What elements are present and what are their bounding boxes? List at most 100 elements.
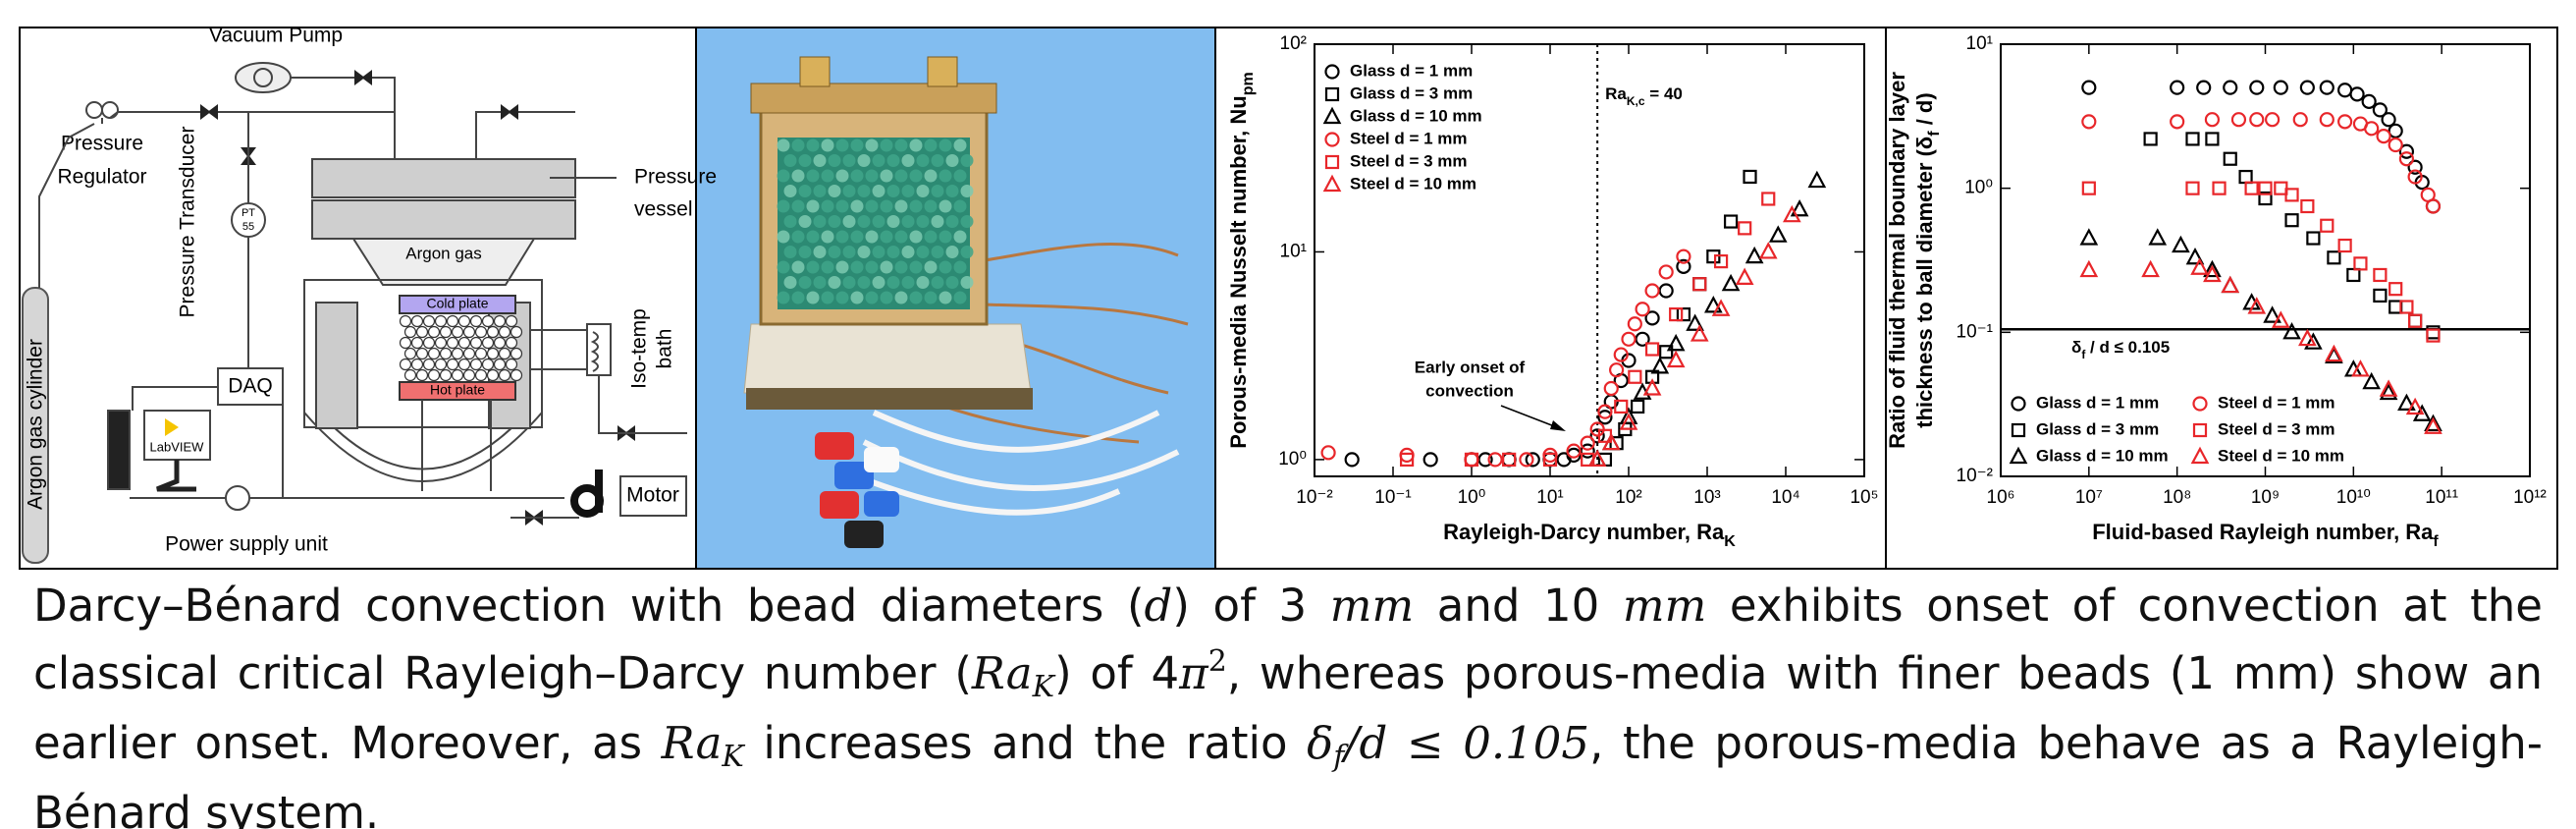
series: [2143, 132, 2441, 340]
bead: [457, 358, 471, 371]
thermocouple-plugs: [834, 462, 874, 489]
bead: [399, 314, 412, 328]
bead: [953, 169, 967, 183]
bead: [945, 185, 959, 197]
bead: [953, 260, 967, 274]
valve: [501, 104, 518, 120]
bead: [813, 276, 827, 289]
data-point: [2081, 114, 2097, 130]
data-point: [2373, 288, 2388, 303]
caption-text: exhibits onset of convection at the clas…: [33, 580, 2543, 699]
bead: [821, 169, 834, 183]
legend-label: Steel d = 3 mm: [1350, 151, 1468, 170]
bead: [865, 260, 879, 274]
bead: [872, 276, 886, 289]
bead: [872, 246, 886, 258]
pressure-regulator: [101, 101, 119, 119]
data-point: [2353, 256, 2368, 271]
data-point: [1676, 258, 1691, 274]
bead: [894, 199, 908, 213]
data-point: [2244, 181, 2259, 195]
bead: [439, 347, 453, 360]
data-point: [2372, 102, 2388, 118]
bead: [439, 325, 453, 339]
data-point: [2337, 83, 2353, 98]
label: Power supply unit: [165, 533, 328, 556]
bead: [931, 185, 944, 197]
bead: [828, 276, 841, 289]
data-point: [1635, 302, 1650, 317]
bead: [434, 358, 448, 371]
base: [743, 323, 1032, 394]
bead: [901, 154, 915, 167]
bead: [777, 199, 790, 213]
bead: [439, 368, 453, 382]
data-point: [2238, 169, 2253, 185]
data-point: [2298, 328, 2317, 347]
connector: [799, 56, 831, 87]
top-plate: [750, 83, 997, 114]
data-point: [2284, 188, 2299, 202]
label: vessel: [634, 198, 693, 221]
series: [2081, 112, 2442, 214]
caption-text: increases and the ratio: [743, 717, 1308, 769]
bead: [422, 358, 436, 371]
data-point: [2292, 112, 2308, 128]
bead: [865, 138, 879, 152]
bead: [451, 325, 464, 339]
data-point: [2221, 275, 2240, 294]
data-point: [1738, 221, 1752, 236]
caption-sub: K: [1032, 670, 1055, 704]
data-point: [2320, 218, 2334, 233]
caption-math: /d ≤ 0.105: [1344, 717, 1590, 769]
data-point: [1614, 399, 1629, 414]
y-axis-label: pm: [1240, 72, 1257, 95]
data-point: [2364, 121, 2380, 137]
x-axis-label: Fluid-based Rayleigh number, Ra: [2092, 520, 2434, 544]
data-point: [2425, 198, 2442, 214]
bead: [872, 185, 886, 197]
legend-marker: [2011, 396, 2026, 412]
data-point: [1644, 342, 1660, 357]
data-point: [1686, 313, 1704, 331]
bead: [901, 215, 915, 228]
data-point: [1399, 447, 1415, 464]
bead: [945, 276, 959, 289]
bead: [791, 291, 805, 304]
bead: [828, 154, 841, 167]
bead: [960, 185, 974, 197]
bead: [857, 154, 871, 167]
legend-label: Steel d = 10 mm: [1350, 174, 1476, 193]
data-point: [2424, 416, 2442, 434]
bead: [427, 347, 441, 360]
bead: [777, 230, 790, 244]
x-tick-label: 10⁸: [2163, 487, 2191, 508]
x-axis-label: K: [1724, 533, 1736, 550]
bead: [446, 358, 459, 371]
bead: [850, 169, 864, 183]
data-point: [2398, 143, 2415, 159]
bead: [842, 246, 856, 258]
x-tick-label: 10¹²: [2513, 487, 2547, 508]
data-point: [1703, 296, 1723, 313]
bead: [510, 347, 523, 360]
data-point: [1807, 170, 1827, 189]
y-tick-label: 10¹: [1280, 241, 1307, 261]
bead: [505, 336, 518, 350]
bead: [894, 260, 908, 274]
bead: [446, 314, 459, 328]
labview-icon: [165, 418, 179, 436]
bead: [880, 169, 893, 183]
reference-label: / d ≤ 0.105: [2085, 339, 2170, 358]
bead: [924, 260, 938, 274]
data-point: [1659, 345, 1674, 359]
data-point: [1676, 306, 1691, 322]
bead: [909, 260, 923, 274]
data-point: [1542, 452, 1558, 467]
bead: [498, 325, 511, 339]
x-axis-label: Rayleigh-Darcy number, RaK: [1443, 520, 1736, 550]
series: [2081, 181, 2441, 343]
bead: [828, 215, 841, 228]
bead: [806, 138, 820, 152]
bead: [872, 215, 886, 228]
